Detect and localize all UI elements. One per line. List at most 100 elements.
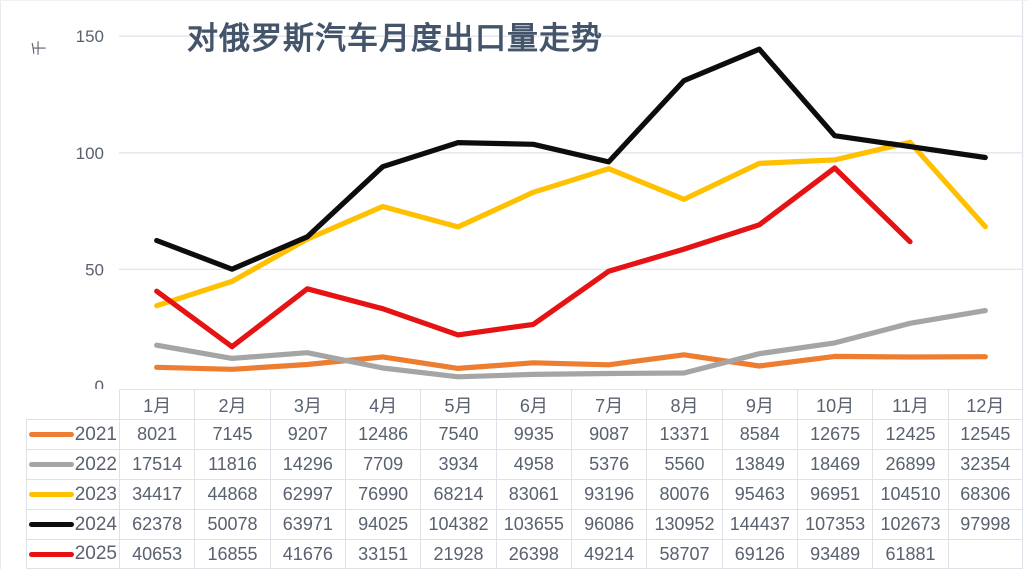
- data-table: 1月 2月 3月 4月 5月 6月 7月 8月 9月 10月 11月 12月 2021 8021 7145 9…: [26, 389, 1023, 569]
- value-cell: 97998: [947, 509, 1023, 539]
- value-cell: 4958: [495, 449, 571, 479]
- value-cell: 8021: [119, 419, 195, 449]
- value-cell: 62997: [269, 479, 345, 509]
- value-cell: 11816: [194, 449, 270, 479]
- value-cell: 95463: [721, 479, 797, 509]
- value-cell: [947, 539, 1023, 569]
- value-cell: 40653: [119, 539, 195, 569]
- value-cell: 12545: [947, 419, 1023, 449]
- legend-swatch-2022: [28, 462, 74, 467]
- value-cell: 33151: [345, 539, 421, 569]
- month-header-cell: 4月: [345, 389, 421, 419]
- chart-plot-area: 0 50 100 150 千: [31, 1, 1024, 389]
- value-cell: 7709: [345, 449, 421, 479]
- year-label: 2022: [74, 453, 117, 475]
- value-cell: 9087: [571, 419, 647, 449]
- month-header-cell: 2月: [194, 389, 270, 419]
- value-cell: 5376: [571, 449, 647, 479]
- legend-swatch-2025: [28, 551, 74, 557]
- legend-cell-2025: 2025: [26, 539, 119, 569]
- y-axis-tick-label: 150: [76, 27, 104, 46]
- month-header-cell: 5月: [420, 389, 496, 419]
- value-cell: 3934: [420, 449, 496, 479]
- value-cell: 32354: [947, 449, 1023, 479]
- value-cell: 41676: [269, 539, 345, 569]
- legend-cell-2023: 2023: [26, 479, 119, 509]
- series-line-2021: [154, 352, 988, 372]
- series-line-2024: [154, 46, 988, 272]
- value-cell: 9935: [495, 419, 571, 449]
- value-cell: 144437: [721, 509, 797, 539]
- chart-title: 对俄罗斯汽车月度出口量走势: [187, 21, 603, 56]
- year-label: 2021: [74, 423, 117, 445]
- value-cell: 130952: [646, 509, 722, 539]
- value-cell: 76990: [345, 479, 421, 509]
- value-cell: 9207: [269, 419, 345, 449]
- value-cell: 63971: [269, 509, 345, 539]
- month-header-cell: 7月: [571, 389, 647, 419]
- value-cell: 21928: [420, 539, 496, 569]
- value-cell: 103655: [495, 509, 571, 539]
- legend-cell-2022: 2022: [26, 449, 119, 479]
- value-cell: 93196: [571, 479, 647, 509]
- value-cell: 12425: [872, 419, 948, 449]
- legend-swatch-2023: [28, 492, 74, 497]
- year-label: 2024: [74, 513, 117, 535]
- value-cell: 16855: [194, 539, 270, 569]
- value-cell: 69126: [721, 539, 797, 569]
- value-cell: 80076: [646, 479, 722, 509]
- value-cell: 94025: [345, 509, 421, 539]
- month-header-cell: 1月: [119, 389, 195, 419]
- value-cell: 12486: [345, 419, 421, 449]
- value-cell: 68306: [947, 479, 1023, 509]
- series-line-2022: [154, 308, 988, 380]
- month-header-cell: 8月: [646, 389, 722, 419]
- value-cell: 14296: [269, 449, 345, 479]
- value-cell: 26398: [495, 539, 571, 569]
- legend-cell-2024: 2024: [26, 509, 119, 539]
- y-axis-unit-label: 千: [31, 40, 48, 55]
- value-cell: 7145: [194, 419, 270, 449]
- value-cell: 104382: [420, 509, 496, 539]
- value-cell: 96086: [571, 509, 647, 539]
- legend-swatch-2021: [28, 432, 74, 437]
- series-line-2023: [154, 139, 988, 309]
- month-header-cell: 3月: [269, 389, 345, 419]
- value-cell: 34417: [119, 479, 195, 509]
- y-axis-tick-label: 50: [85, 260, 104, 279]
- value-cell: 107353: [797, 509, 873, 539]
- legend-swatch-2024: [28, 522, 74, 527]
- value-cell: 104510: [872, 479, 948, 509]
- value-cell: 96951: [797, 479, 873, 509]
- value-cell: 102673: [872, 509, 948, 539]
- series-line-2025: [154, 165, 913, 350]
- value-cell: 68214: [420, 479, 496, 509]
- value-cell: 8584: [721, 419, 797, 449]
- month-header-cell: 9月: [721, 389, 797, 419]
- value-cell: 83061: [495, 479, 571, 509]
- value-cell: 12675: [797, 419, 873, 449]
- value-cell: 17514: [119, 449, 195, 479]
- month-header-cell: 10月: [797, 389, 873, 419]
- value-cell: 13849: [721, 449, 797, 479]
- value-cell: 58707: [646, 539, 722, 569]
- year-label: 2023: [74, 483, 117, 505]
- value-cell: 62378: [119, 509, 195, 539]
- value-cell: 93489: [797, 539, 873, 569]
- value-cell: 44868: [194, 479, 270, 509]
- year-label: 2025: [74, 543, 117, 564]
- value-cell: 49214: [571, 539, 647, 569]
- month-header-cell: 12月: [947, 389, 1023, 419]
- y-axis-tick-label: 0: [95, 377, 104, 389]
- y-axis-tick-label: 100: [76, 144, 104, 163]
- month-header-cell: 6月: [495, 389, 571, 419]
- value-cell: 50078: [194, 509, 270, 539]
- value-cell: 26899: [872, 449, 948, 479]
- value-cell: 7540: [420, 419, 496, 449]
- table-corner-spacer: [26, 389, 119, 419]
- month-header-cell: 11月: [872, 389, 948, 419]
- value-cell: 18469: [797, 449, 873, 479]
- value-cell: 13371: [646, 419, 722, 449]
- value-cell: 61881: [872, 539, 948, 569]
